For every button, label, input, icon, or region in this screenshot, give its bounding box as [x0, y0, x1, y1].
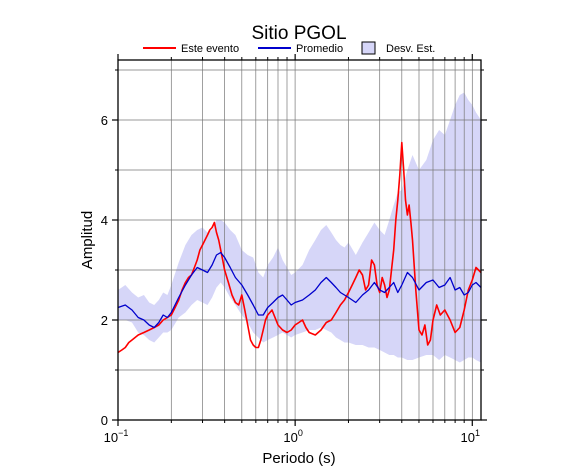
plot-frame	[117, 59, 482, 421]
legend-label-este-evento: Este evento	[181, 43, 239, 55]
x-tick-label: 10−1	[104, 428, 129, 445]
plot-area	[117, 59, 482, 421]
y-tick-label: 2	[101, 313, 108, 328]
y-tick-label: 6	[101, 113, 108, 128]
std-dev-band	[118, 92, 481, 363]
y-axis-label: Amplitud	[79, 211, 96, 269]
series-layer	[117, 141, 482, 354]
series-line-promedio	[117, 251, 482, 329]
series-line-este-evento	[117, 141, 482, 354]
band-layer	[118, 92, 481, 363]
legend-swatch-desv-est	[361, 41, 376, 55]
legend: Este evento Promedio Desv. Est.	[143, 41, 435, 55]
chart-title: Sitio PGOL	[251, 23, 346, 44]
tick-layer: 10−1 100 101 0 2 4 6	[101, 54, 487, 445]
y-tick-label: 0	[101, 413, 108, 428]
x-axis-label: Periodo (s)	[262, 450, 335, 467]
y-tick-label: 4	[101, 213, 108, 228]
x-tick-label: 100	[283, 428, 302, 445]
legend-label-desv-est: Desv. Est.	[386, 43, 435, 55]
x-tick-label: 101	[461, 428, 480, 445]
legend-label-promedio: Promedio	[296, 43, 343, 55]
